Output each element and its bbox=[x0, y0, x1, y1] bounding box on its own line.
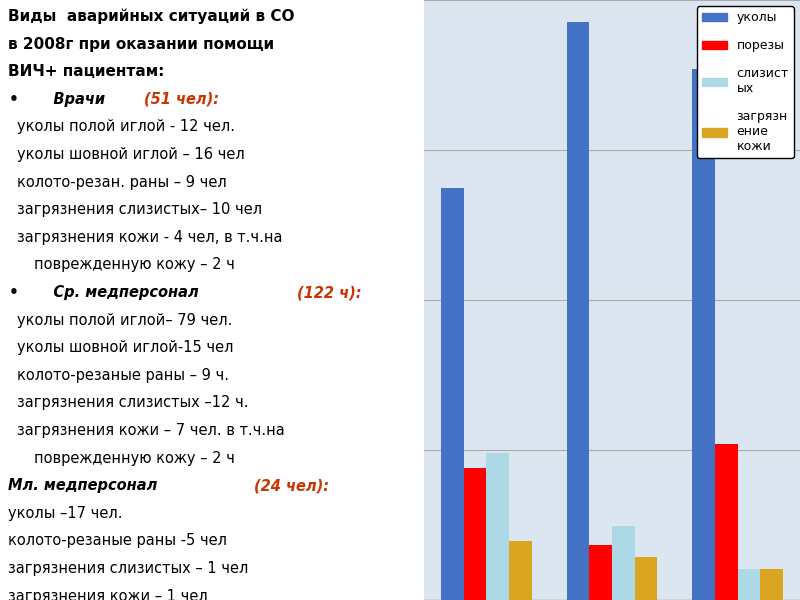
Bar bbox=[634, 557, 658, 600]
Legend: уколы, порезы, слизист
ых, загрязн
ение
кожи: уколы, порезы, слизист ых, загрязн ение … bbox=[697, 6, 794, 158]
Bar bbox=[464, 467, 486, 600]
Text: загрязнения слизистых– 10 чел: загрязнения слизистых– 10 чел bbox=[17, 202, 262, 217]
Text: Мл. медперсонал: Мл. медперсонал bbox=[9, 478, 163, 493]
Text: загрязнения слизистых –12 ч.: загрязнения слизистых –12 ч. bbox=[17, 395, 249, 410]
Text: уколы –17 чел.: уколы –17 чел. bbox=[9, 506, 123, 521]
Bar bbox=[693, 69, 715, 600]
Text: Врачи: Врачи bbox=[38, 92, 110, 107]
Text: колото-резаные раны -5 чел: колото-резаные раны -5 чел bbox=[9, 533, 227, 548]
Bar bbox=[509, 541, 531, 600]
Text: Ср. медперсонал: Ср. медперсонал bbox=[38, 285, 204, 300]
Bar bbox=[715, 444, 738, 600]
Text: колото-резан. раны – 9 чел: колото-резан. раны – 9 чел bbox=[17, 175, 226, 190]
Text: (24 чел):: (24 чел): bbox=[254, 478, 330, 493]
Text: уколы шовной иглой-15 чел: уколы шовной иглой-15 чел bbox=[17, 340, 234, 355]
Text: ВИЧ+ пациентам:: ВИЧ+ пациентам: bbox=[9, 64, 165, 79]
Text: колото-резаные раны – 9 ч.: колото-резаные раны – 9 ч. bbox=[17, 368, 229, 383]
Text: (51 чел):: (51 чел): bbox=[144, 92, 219, 107]
Bar bbox=[760, 569, 783, 600]
Text: (122 ч):: (122 ч): bbox=[297, 285, 362, 300]
Text: поврежденную кожу – 2 ч: поврежденную кожу – 2 ч bbox=[34, 257, 234, 272]
Bar bbox=[441, 188, 464, 600]
Bar bbox=[590, 545, 612, 600]
Text: загрязнения слизистых – 1 чел: загрязнения слизистых – 1 чел bbox=[9, 561, 249, 576]
Bar bbox=[566, 22, 590, 600]
Text: уколы полой иглой - 12 чел.: уколы полой иглой - 12 чел. bbox=[17, 119, 235, 134]
Bar bbox=[612, 526, 634, 600]
Text: загрязнения кожи – 1 чел: загрязнения кожи – 1 чел bbox=[9, 589, 208, 600]
Text: •: • bbox=[9, 285, 18, 300]
Text: загрязнения кожи – 7 чел. в т.ч.на: загрязнения кожи – 7 чел. в т.ч.на bbox=[17, 423, 285, 438]
Bar bbox=[738, 569, 760, 600]
Text: поврежденную кожу – 2 ч: поврежденную кожу – 2 ч bbox=[34, 451, 234, 466]
Text: загрязнения кожи - 4 чел, в т.ч.на: загрязнения кожи - 4 чел, в т.ч.на bbox=[17, 230, 282, 245]
Bar bbox=[486, 453, 509, 600]
Text: в 2008г при оказании помощи: в 2008г при оказании помощи bbox=[9, 37, 274, 52]
Text: уколы полой иглой– 79 чел.: уколы полой иглой– 79 чел. bbox=[17, 313, 232, 328]
Text: Виды  аварийных ситуаций в СО: Виды аварийных ситуаций в СО bbox=[9, 9, 295, 25]
Text: уколы шовной иглой – 16 чел: уколы шовной иглой – 16 чел bbox=[17, 147, 245, 162]
Text: •: • bbox=[9, 92, 18, 107]
